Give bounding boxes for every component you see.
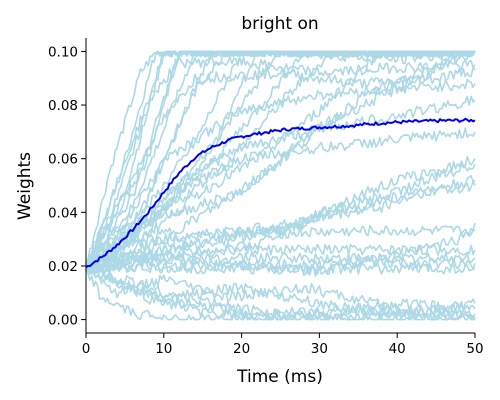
weight-trace-13 xyxy=(85,50,476,270)
weight-trace-16 xyxy=(85,50,476,272)
weight-trace-25 xyxy=(85,175,476,272)
y-axis-label: Weights xyxy=(15,152,35,220)
weight-trace-38 xyxy=(85,267,476,319)
y-tick-label: 0.10 xyxy=(48,44,78,60)
x-tick-label: 50 xyxy=(466,341,483,357)
trace-lines xyxy=(85,50,476,321)
y-axis-ticks: 0.00 0.02 0.04 0.06 0.08 0.10 xyxy=(48,44,86,329)
x-axis-ticks: 0 10 20 30 40 50 xyxy=(82,333,484,357)
y-tick-label: 0.08 xyxy=(48,98,78,114)
weight-trace-37 xyxy=(85,263,476,321)
x-tick-label: 30 xyxy=(311,341,328,357)
x-axis-label: Time (ms) xyxy=(236,367,323,387)
y-tick-label: 0.02 xyxy=(48,259,78,275)
weight-trace-20 xyxy=(85,78,476,271)
y-tick-label: 0.06 xyxy=(48,152,78,168)
x-tick-label: 40 xyxy=(389,341,406,357)
mean-weight-line xyxy=(85,117,476,269)
x-tick-label: 20 xyxy=(233,341,250,357)
weight-trace-31 xyxy=(85,262,476,275)
y-tick-label: 0.00 xyxy=(48,313,78,329)
x-tick-label: 0 xyxy=(82,341,91,357)
weight-trace-22 xyxy=(85,127,476,269)
weight-trace-21 xyxy=(85,95,476,270)
chart-title: bright on xyxy=(241,14,318,34)
x-tick-label: 10 xyxy=(155,341,172,357)
weight-trace-14 xyxy=(85,50,476,269)
weight-trace-19 xyxy=(85,50,475,270)
weight-trace-28 xyxy=(85,243,476,271)
y-tick-label: 0.04 xyxy=(48,205,78,221)
weight-trace-32 xyxy=(85,222,476,278)
weight-trace-17 xyxy=(85,55,476,270)
mean-line-group xyxy=(85,117,476,269)
weight-trace-27 xyxy=(85,225,476,274)
